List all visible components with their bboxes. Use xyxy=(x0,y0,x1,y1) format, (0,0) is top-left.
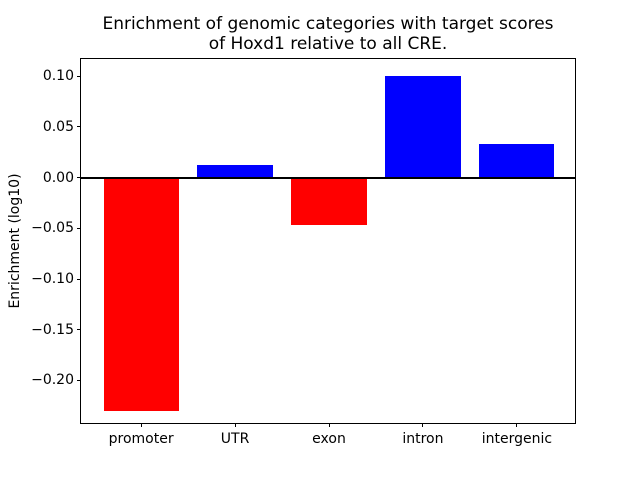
y-tick-mark xyxy=(77,177,81,179)
y-tick-mark xyxy=(77,329,81,331)
chart-title-line-1: Enrichment of genomic categories with ta… xyxy=(102,14,554,34)
plot-area: 0.10 0.05 0.00 −0.05 −0.10 −0.15 −0.20 promoter… xyxy=(31,58,576,447)
zero-line xyxy=(81,176,575,179)
y-tick-mark xyxy=(77,75,81,77)
x-tick-mark xyxy=(422,423,424,427)
x-tick-mark xyxy=(516,423,518,427)
bar-intron xyxy=(385,76,461,178)
bar-promoter xyxy=(103,177,179,411)
x-tick-label-promoter: promoter xyxy=(108,431,174,447)
x-tick-label-intergenic: intergenic xyxy=(481,431,553,447)
x-tick-label-UTR: UTR xyxy=(220,431,250,447)
bar-UTR xyxy=(197,165,273,178)
y-axis-label: Enrichment (log10) xyxy=(7,173,23,309)
y-tick-label: −0.20 xyxy=(31,372,74,389)
y-tick-mark xyxy=(77,278,81,280)
y-tick-label: −0.05 xyxy=(31,220,74,237)
bar-exon xyxy=(291,177,367,226)
y-tick-label: 0.05 xyxy=(42,118,74,135)
x-tick-label-intron: intron xyxy=(402,431,444,447)
x-tick-mark xyxy=(140,423,142,427)
x-tick-label-exon: exon xyxy=(312,431,346,447)
y-tick-label: 0.10 xyxy=(42,68,74,85)
y-tick-label: −0.10 xyxy=(31,271,74,287)
x-tick-mark xyxy=(234,423,236,427)
y-tick-mark xyxy=(77,126,81,128)
y-tick-label: −0.15 xyxy=(31,321,74,338)
y-tick-mark xyxy=(77,379,81,381)
chart-title: Enrichment of genomic categories with ta… xyxy=(80,14,576,54)
y-tick-label: 0.00 xyxy=(42,169,74,186)
y-tick-mark xyxy=(77,227,81,229)
x-tick-mark xyxy=(328,423,330,427)
bar-intergenic xyxy=(479,144,555,178)
chart-title-line-2: of Hoxd1 relative to all CRE. xyxy=(208,34,448,54)
